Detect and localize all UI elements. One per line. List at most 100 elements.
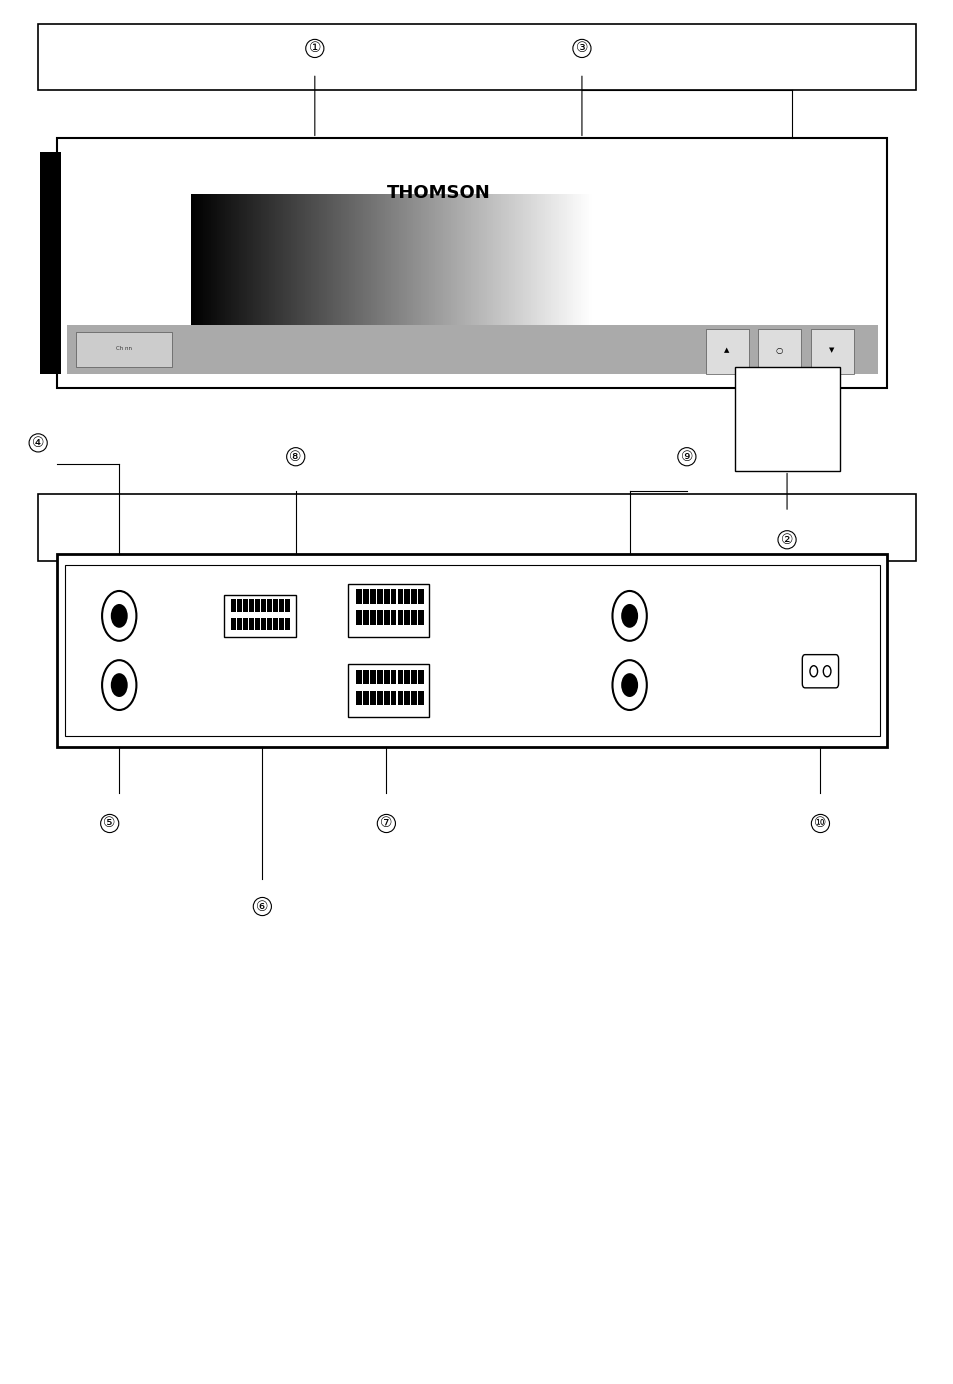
Bar	[411, 590, 416, 603]
Bar	[273, 599, 278, 612]
Circle shape	[621, 674, 637, 696]
Bar	[383, 610, 389, 626]
Bar	[294, 194, 297, 332]
Bar	[370, 691, 375, 706]
Bar	[236, 617, 241, 631]
FancyBboxPatch shape	[65, 565, 879, 736]
Bar	[234, 194, 237, 332]
Bar	[283, 194, 286, 332]
Bar	[273, 617, 278, 631]
Bar	[231, 617, 235, 631]
Bar	[396, 194, 399, 332]
Bar	[285, 194, 288, 332]
Bar	[242, 599, 248, 612]
Bar	[440, 194, 444, 332]
Bar	[305, 194, 308, 332]
Bar	[376, 691, 382, 706]
Bar	[263, 194, 266, 332]
Bar	[478, 194, 481, 332]
Bar	[397, 691, 403, 706]
Bar	[301, 194, 304, 332]
Bar	[193, 194, 195, 332]
Circle shape	[612, 660, 646, 710]
Bar	[254, 599, 259, 612]
Bar	[511, 194, 514, 332]
Bar	[575, 194, 578, 332]
Bar	[545, 194, 548, 332]
Bar	[323, 194, 326, 332]
Circle shape	[809, 666, 817, 677]
Bar	[483, 194, 486, 332]
Circle shape	[612, 591, 646, 641]
Circle shape	[822, 666, 830, 677]
Circle shape	[112, 674, 127, 696]
Bar	[223, 194, 226, 332]
Bar	[443, 194, 446, 332]
Bar	[278, 194, 282, 332]
Bar	[411, 670, 416, 684]
Bar	[369, 194, 372, 332]
Bar	[425, 194, 428, 332]
Bar	[537, 194, 539, 332]
Bar	[216, 194, 219, 332]
Bar	[417, 670, 423, 684]
Text: ▼: ▼	[828, 347, 834, 353]
Bar	[360, 194, 364, 332]
Bar	[209, 194, 212, 332]
Bar	[260, 617, 266, 631]
Bar	[367, 194, 370, 332]
Bar	[220, 194, 224, 332]
Bar	[587, 194, 590, 332]
Bar	[465, 194, 468, 332]
Bar	[551, 194, 554, 332]
Bar	[242, 617, 248, 631]
Bar	[225, 194, 228, 332]
Bar	[363, 691, 369, 706]
FancyBboxPatch shape	[810, 329, 853, 374]
Bar	[503, 194, 506, 332]
Bar	[205, 194, 208, 332]
Bar	[416, 194, 419, 332]
Bar	[433, 194, 436, 332]
Bar	[569, 194, 572, 332]
Bar	[313, 194, 315, 332]
Text: ④: ④	[31, 436, 45, 450]
Bar	[404, 670, 410, 684]
Bar	[527, 194, 530, 332]
Bar	[245, 194, 248, 332]
FancyBboxPatch shape	[67, 325, 877, 374]
Text: ⑥: ⑥	[255, 900, 269, 913]
Bar	[411, 691, 416, 706]
Bar	[495, 194, 497, 332]
Bar	[236, 194, 239, 332]
Bar	[227, 194, 230, 332]
Text: ○: ○	[775, 346, 782, 354]
Bar	[431, 194, 434, 332]
Bar	[409, 194, 412, 332]
Bar	[497, 194, 499, 332]
Bar	[251, 194, 253, 332]
FancyBboxPatch shape	[38, 24, 915, 90]
Bar	[451, 194, 454, 332]
Bar	[445, 194, 448, 332]
Bar	[555, 194, 558, 332]
Bar	[469, 194, 472, 332]
Bar	[580, 194, 584, 332]
Bar	[523, 194, 526, 332]
Bar	[276, 194, 279, 332]
Text: ⑨: ⑨	[679, 450, 693, 464]
Bar	[397, 590, 403, 603]
Bar	[363, 670, 369, 684]
Bar	[493, 194, 496, 332]
Bar	[320, 194, 324, 332]
Bar	[387, 194, 390, 332]
Text: ③: ③	[575, 42, 588, 55]
FancyBboxPatch shape	[348, 584, 429, 637]
FancyBboxPatch shape	[758, 329, 801, 374]
Bar	[376, 590, 382, 603]
Bar	[376, 610, 382, 626]
Bar	[391, 590, 396, 603]
Bar	[325, 194, 328, 332]
Bar	[213, 194, 215, 332]
FancyBboxPatch shape	[76, 332, 172, 367]
